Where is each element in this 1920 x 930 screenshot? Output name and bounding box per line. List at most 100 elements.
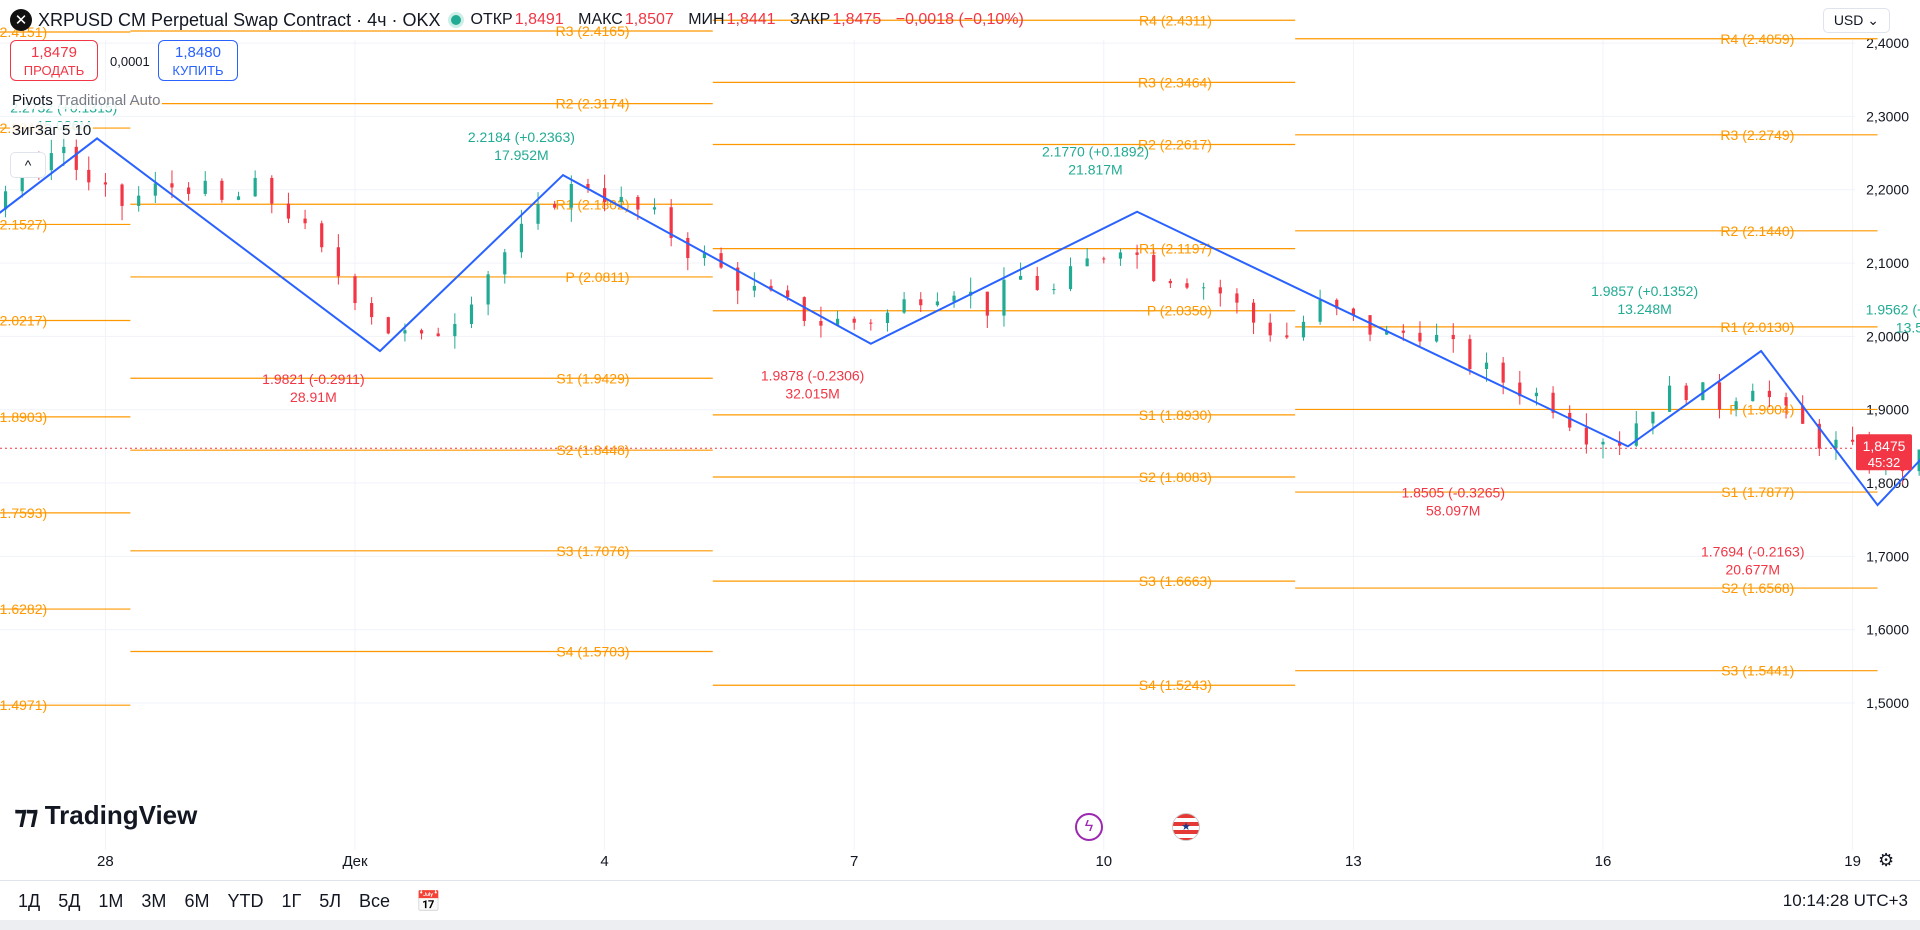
- calendar-goto-icon[interactable]: 📅: [416, 890, 441, 913]
- candle-body: [835, 318, 840, 326]
- candle-body: [1135, 252, 1139, 255]
- candle-body: [636, 196, 640, 210]
- candle-body: [619, 196, 623, 203]
- clock[interactable]: 10:14:28 UTC+3: [1782, 891, 1908, 910]
- low-label: МИН: [688, 11, 725, 28]
- symbol-title[interactable]: XRPUSD CM Perpetual Swap Contract · 4ч ·…: [38, 9, 441, 30]
- tradingview-logo[interactable]: ⁊⁊ TradingView: [14, 800, 197, 831]
- candle-body: [1385, 330, 1389, 335]
- candle-body: [669, 207, 673, 238]
- buy-price: 1,8480: [175, 44, 221, 61]
- us-flag-event-icon[interactable]: ★: [1172, 813, 1200, 841]
- open-label: ОТКР: [470, 11, 513, 28]
- close-label: ЗАКР: [790, 11, 831, 28]
- time-axis: 19222528Дек47101316192225282026471013161…: [97, 853, 1861, 870]
- indicator-zigzag[interactable]: ЗигЗаг 5 10: [10, 122, 94, 139]
- candle-body: [1767, 390, 1771, 398]
- pivot-label: S3 (1.7593): [0, 505, 47, 521]
- candle-body: [419, 330, 424, 334]
- market-open-icon: [450, 15, 461, 25]
- pivot-label: S1 (1.9429): [556, 370, 629, 386]
- candle-body: [370, 303, 374, 318]
- range-3m[interactable]: 3М: [141, 890, 167, 911]
- candle-body: [1551, 392, 1555, 413]
- candle-body: [453, 323, 457, 337]
- buy-label: КУПИТЬ: [172, 63, 224, 78]
- candle-body: [1251, 302, 1256, 323]
- candle-body: [1618, 441, 1622, 446]
- candle-body: [952, 295, 956, 302]
- sell-label: ПРОДАТЬ: [23, 63, 85, 78]
- range-5y[interactable]: 5Л: [319, 890, 342, 911]
- zigzag-label: 32.015M: [785, 385, 839, 401]
- currency-selector[interactable]: USD ⌄: [1822, 8, 1890, 33]
- zigzag-params: 5 10: [61, 122, 92, 139]
- range-1d[interactable]: 1Д: [18, 890, 41, 911]
- range-5d[interactable]: 5Д: [58, 890, 81, 911]
- price-tick-label: 2,1000: [1866, 255, 1909, 271]
- time-tick-label: 13: [1345, 853, 1362, 870]
- chevron-down-icon: ⌄: [1867, 12, 1879, 28]
- collapse-indicators-button[interactable]: ^: [10, 152, 46, 178]
- candle-body: [1102, 258, 1106, 260]
- candle-body: [403, 330, 407, 334]
- zigzag-label: 1.9878 (-0.2306): [761, 367, 865, 383]
- candle-body: [1401, 330, 1405, 333]
- candle-body: [919, 299, 923, 306]
- pivots-name: Pivots: [12, 92, 53, 109]
- candle-body: [170, 183, 174, 188]
- range-all[interactable]: Все: [359, 890, 391, 911]
- tv-mark-icon: ⁊⁊: [14, 800, 39, 830]
- candle-body: [320, 223, 324, 248]
- zigzag-label: 58.097M: [1426, 503, 1480, 519]
- zigzag-label: 28.91M: [290, 389, 337, 405]
- pivots-params: Traditional Auto: [56, 92, 161, 109]
- candle-body: [1634, 423, 1638, 446]
- candle-body: [353, 276, 357, 304]
- pivot-label: S1 (2.0217): [0, 312, 47, 328]
- last-price-value: 1,8475: [1863, 438, 1906, 454]
- candle-body: [1468, 339, 1472, 370]
- candle-body: [786, 290, 790, 298]
- candle-body: [1601, 441, 1605, 445]
- candle-body: [1085, 258, 1089, 267]
- pivot-label: P (1.9004): [1729, 401, 1794, 417]
- price-chart[interactable]: 1,5000 1,6000 1,7000 1,8000 1,9000 2,0000 2,10…: [0, 0, 1920, 880]
- time-tick-label: 10: [1095, 853, 1112, 870]
- time-tick-label: 19: [1844, 853, 1861, 870]
- settings-gear-icon[interactable]: ⚙: [1878, 850, 1895, 870]
- zigzag-label: 21.817M: [1068, 162, 1122, 178]
- candle-body: [1534, 392, 1539, 397]
- candle-body: [736, 267, 740, 291]
- buy-button[interactable]: 1,8480 КУПИТЬ: [158, 40, 238, 81]
- range-1m[interactable]: 1М: [98, 890, 124, 911]
- pivot-label: R1 (2.1802): [556, 196, 630, 212]
- indicator-pivots[interactable]: Pivots Traditional Auto: [10, 92, 163, 109]
- candle-body: [603, 188, 607, 203]
- zigzag-name: ЗигЗаг: [12, 122, 58, 139]
- event-bolt-icon[interactable]: ϟ: [1075, 813, 1103, 841]
- change-value: −0,0018 (−0,10%): [895, 11, 1024, 28]
- currency-label: USD: [1833, 12, 1864, 28]
- range-ytd[interactable]: YTD: [227, 890, 264, 911]
- candle-body: [902, 299, 906, 313]
- sell-button[interactable]: 1,8479 ПРОДАТЬ: [10, 40, 98, 81]
- pivot-label: R3 (2.4165): [556, 23, 630, 39]
- candle-body: [220, 180, 224, 200]
- candle-body: [486, 274, 490, 305]
- candle-body: [87, 169, 91, 183]
- candle-body: [503, 252, 507, 275]
- candle-body: [852, 318, 856, 323]
- pivot-label: R2 (2.3174): [556, 96, 630, 112]
- high-value: 1,8507: [624, 11, 674, 28]
- zigzag-label: 1.8505 (-0.3265): [1401, 485, 1505, 501]
- zigzag-label: 1.9857 (+0.1352): [1591, 283, 1698, 299]
- candle-body: [236, 196, 241, 200]
- high-label: МАКС: [578, 11, 623, 28]
- candle-body: [120, 184, 124, 206]
- candle-body: [1684, 385, 1688, 401]
- range-6m[interactable]: 6М: [184, 890, 210, 911]
- pivot-label: S4 (1.5243): [1139, 677, 1212, 693]
- range-1y[interactable]: 1Г: [281, 890, 302, 911]
- candle-body: [1218, 287, 1222, 294]
